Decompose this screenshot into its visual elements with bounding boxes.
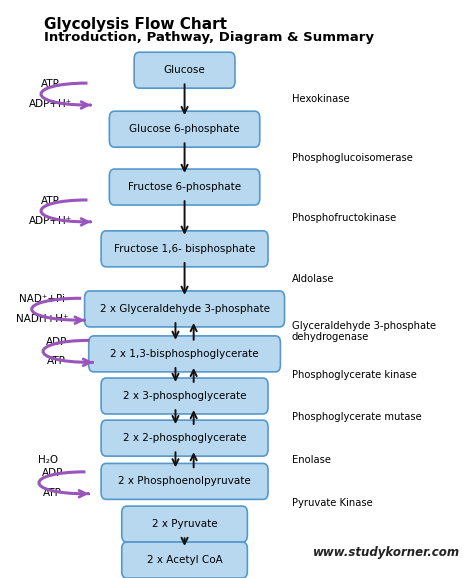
Text: 2 x 2-phosphoglycerate: 2 x 2-phosphoglycerate — [123, 433, 246, 443]
Text: ATP: ATP — [43, 488, 62, 498]
Text: www.studykorner.com: www.studykorner.com — [313, 546, 460, 559]
Text: Pyruvate Kinase: Pyruvate Kinase — [292, 498, 373, 507]
Text: NAD⁺+Pi: NAD⁺+Pi — [19, 294, 65, 305]
FancyBboxPatch shape — [101, 378, 268, 414]
Text: Phosphoglucoisomerase: Phosphoglucoisomerase — [292, 153, 413, 164]
Text: Hexokinase: Hexokinase — [292, 94, 350, 105]
FancyBboxPatch shape — [109, 111, 260, 147]
FancyBboxPatch shape — [134, 52, 235, 88]
Text: Glucose 6-phosphate: Glucose 6-phosphate — [129, 124, 240, 134]
Text: ADP: ADP — [42, 468, 63, 478]
Text: Glucose: Glucose — [164, 65, 205, 75]
Text: Fructose 6-phosphate: Fructose 6-phosphate — [128, 182, 241, 192]
Text: ATP: ATP — [41, 196, 60, 206]
FancyBboxPatch shape — [84, 291, 284, 327]
FancyBboxPatch shape — [122, 542, 247, 578]
FancyBboxPatch shape — [89, 336, 281, 372]
Text: ADP: ADP — [46, 336, 67, 347]
Text: Fructose 1,6- bisphosphate: Fructose 1,6- bisphosphate — [114, 244, 255, 254]
FancyBboxPatch shape — [101, 231, 268, 267]
Text: 2 x Phosphoenolpyruvate: 2 x Phosphoenolpyruvate — [118, 476, 251, 487]
Text: Glyceraldehyde 3-phosphate
dehydrogenase: Glyceraldehyde 3-phosphate dehydrogenase — [292, 321, 436, 342]
Text: 2 x 1,3-bisphosphoglycerate: 2 x 1,3-bisphosphoglycerate — [110, 349, 259, 359]
Text: 2 x 3-phosphoglycerate: 2 x 3-phosphoglycerate — [123, 391, 246, 401]
Text: Aldolase: Aldolase — [292, 274, 335, 284]
FancyBboxPatch shape — [101, 464, 268, 499]
Text: NADH+H⁺: NADH+H⁺ — [16, 314, 68, 324]
Text: 2 x Glyceraldehyde 3-phosphate: 2 x Glyceraldehyde 3-phosphate — [100, 304, 270, 314]
Text: ADP+H⁺: ADP+H⁺ — [28, 99, 72, 109]
Text: Introduction, Pathway, Diagram & Summary: Introduction, Pathway, Diagram & Summary — [44, 31, 374, 44]
Text: ADP+H⁺: ADP+H⁺ — [28, 216, 72, 226]
Text: Phosphoglycerate kinase: Phosphoglycerate kinase — [292, 370, 417, 380]
Text: Phosphofructokinase: Phosphofructokinase — [292, 213, 396, 223]
Text: 2 x Pyruvate: 2 x Pyruvate — [152, 519, 218, 529]
FancyBboxPatch shape — [109, 169, 260, 205]
Text: ATP: ATP — [47, 356, 66, 366]
Text: Glycolysis Flow Chart: Glycolysis Flow Chart — [44, 17, 227, 32]
FancyBboxPatch shape — [101, 420, 268, 456]
Text: Enolase: Enolase — [292, 455, 331, 465]
Text: ATP: ATP — [41, 79, 60, 89]
Text: 2 x Acetyl CoA: 2 x Acetyl CoA — [146, 555, 222, 565]
Text: H₂O: H₂O — [38, 455, 58, 465]
Text: Phosphoglycerate mutase: Phosphoglycerate mutase — [292, 412, 422, 423]
FancyBboxPatch shape — [122, 506, 247, 542]
